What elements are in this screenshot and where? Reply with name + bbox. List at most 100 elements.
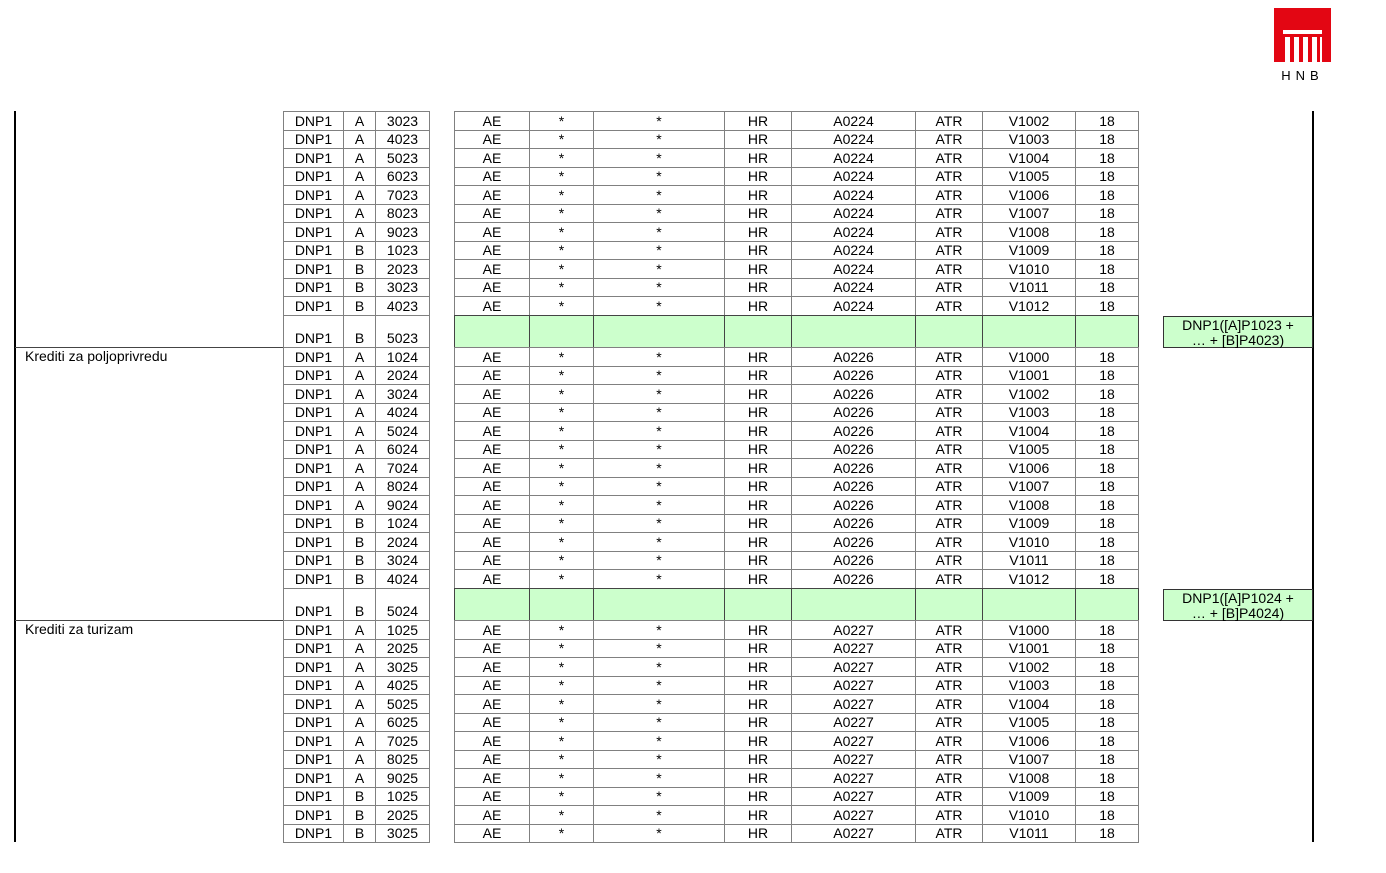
table-cell-v: V1003 <box>982 402 1076 422</box>
table-cell-v: V1008 <box>982 495 1076 515</box>
table-cell-prefix: DNP1 <box>283 222 344 242</box>
table-cell-letter: A <box>343 129 376 149</box>
table-cell-code: 7023 <box>375 185 430 205</box>
table-cell-article: A0226 <box>791 402 916 422</box>
table-cell-mark: AE <box>454 638 530 658</box>
table-cell-unit: ATR <box>915 185 983 205</box>
table-cell-article: A0227 <box>791 638 916 658</box>
table-cell-country: HR <box>724 476 792 496</box>
table-cell-prefix: DNP1 <box>283 786 344 806</box>
table-cell-letter: B <box>343 823 376 843</box>
table-cell-unit: ATR <box>915 166 983 186</box>
table-cell-letter: A <box>343 421 376 441</box>
table-cell-letter: A <box>343 638 376 658</box>
table-cell-country: HR <box>724 185 792 205</box>
table-cell-mark: AE <box>454 768 530 788</box>
table-cell-prefix: DNP1 <box>283 587 344 621</box>
table-cell-article: A0224 <box>791 203 916 223</box>
table-cell-mark: AE <box>454 786 530 806</box>
table-cell-value: 18 <box>1075 495 1139 515</box>
table-cell-star2: * <box>593 495 725 515</box>
table-cell-country: HR <box>724 550 792 570</box>
table-cell-v: V1000 <box>982 620 1076 640</box>
table-cell-mark: AE <box>454 675 530 695</box>
table-cell-star1: * <box>529 569 594 589</box>
table-cell-v: V1009 <box>982 786 1076 806</box>
table-cell-letter: B <box>343 240 376 260</box>
table-cell-star1: * <box>529 495 594 515</box>
table-cell-letter: B <box>343 786 376 806</box>
table-cell-v: V1007 <box>982 749 1076 769</box>
table-cell-article: A0227 <box>791 786 916 806</box>
table-cell-v: V1009 <box>982 513 1076 533</box>
table-cell-value: 18 <box>1075 532 1139 552</box>
table-cell-v: V1008 <box>982 222 1076 242</box>
table-cell-star1: * <box>529 550 594 570</box>
table-cell-article: A0226 <box>791 476 916 496</box>
table-cell-country: HR <box>724 513 792 533</box>
total-cell <box>454 314 530 348</box>
table-cell-letter: A <box>343 657 376 677</box>
table-cell-star1: * <box>529 620 594 640</box>
table-cell-unit: ATR <box>915 296 983 316</box>
total-cell <box>791 587 916 621</box>
table-cell-star1: * <box>529 805 594 825</box>
table-cell-mark: AE <box>454 569 530 589</box>
table-cell-mark: AE <box>454 203 530 223</box>
table-cell-code: 7024 <box>375 458 430 478</box>
table-cell-star1: * <box>529 111 594 131</box>
table-cell-article: A0227 <box>791 768 916 788</box>
table-cell-star2: * <box>593 532 725 552</box>
table-cell-country: HR <box>724 421 792 441</box>
table-cell-country: HR <box>724 347 792 367</box>
table-cell-unit: ATR <box>915 620 983 640</box>
table-cell-article: A0224 <box>791 185 916 205</box>
table-cell-value: 18 <box>1075 550 1139 570</box>
table-cell-prefix: DNP1 <box>283 111 344 131</box>
total-cell <box>1075 314 1139 348</box>
table-cell-prefix: DNP1 <box>283 347 344 367</box>
total-cell <box>724 314 792 348</box>
table-cell-code: 3025 <box>375 657 430 677</box>
table-cell-prefix: DNP1 <box>283 731 344 751</box>
table-cell-country: HR <box>724 731 792 751</box>
table-cell-v: V1012 <box>982 296 1076 316</box>
table-cell-code: 3024 <box>375 384 430 404</box>
table-cell-star2: * <box>593 347 725 367</box>
table-cell-letter: B <box>343 805 376 825</box>
table-cell-unit: ATR <box>915 458 983 478</box>
table-cell-article: A0224 <box>791 259 916 279</box>
table-cell-country: HR <box>724 638 792 658</box>
total-cell <box>724 587 792 621</box>
table-cell-star1: * <box>529 277 594 297</box>
table-cell-star1: * <box>529 439 594 459</box>
table-cell-article: A0226 <box>791 532 916 552</box>
table-cell-v: V1003 <box>982 129 1076 149</box>
total-cell <box>982 587 1076 621</box>
table-cell-code: 3023 <box>375 277 430 297</box>
table-cell-v: V1006 <box>982 185 1076 205</box>
table-cell-prefix: DNP1 <box>283 749 344 769</box>
table-cell-country: HR <box>724 712 792 732</box>
table-cell-prefix: DNP1 <box>283 259 344 279</box>
total-cell <box>1075 587 1139 621</box>
table-cell-prefix: DNP1 <box>283 402 344 422</box>
table-cell-prefix: DNP1 <box>283 694 344 714</box>
table-cell-star2: * <box>593 675 725 695</box>
table-cell-code: 9024 <box>375 495 430 515</box>
table-cell-letter: B <box>343 532 376 552</box>
table-cell-code: 4023 <box>375 296 430 316</box>
table-cell-value: 18 <box>1075 384 1139 404</box>
table-cell-code: 6025 <box>375 712 430 732</box>
table-cell-code: 5024 <box>375 587 430 621</box>
table-cell-prefix: DNP1 <box>283 166 344 186</box>
table-cell-country: HR <box>724 786 792 806</box>
table-cell-article: A0226 <box>791 421 916 441</box>
table-cell-article: A0227 <box>791 620 916 640</box>
table-cell-prefix: DNP1 <box>283 421 344 441</box>
left-border <box>14 111 16 842</box>
table-cell-star2: * <box>593 439 725 459</box>
table-cell-country: HR <box>724 569 792 589</box>
table-cell-star2: * <box>593 222 725 242</box>
table-cell-country: HR <box>724 148 792 168</box>
